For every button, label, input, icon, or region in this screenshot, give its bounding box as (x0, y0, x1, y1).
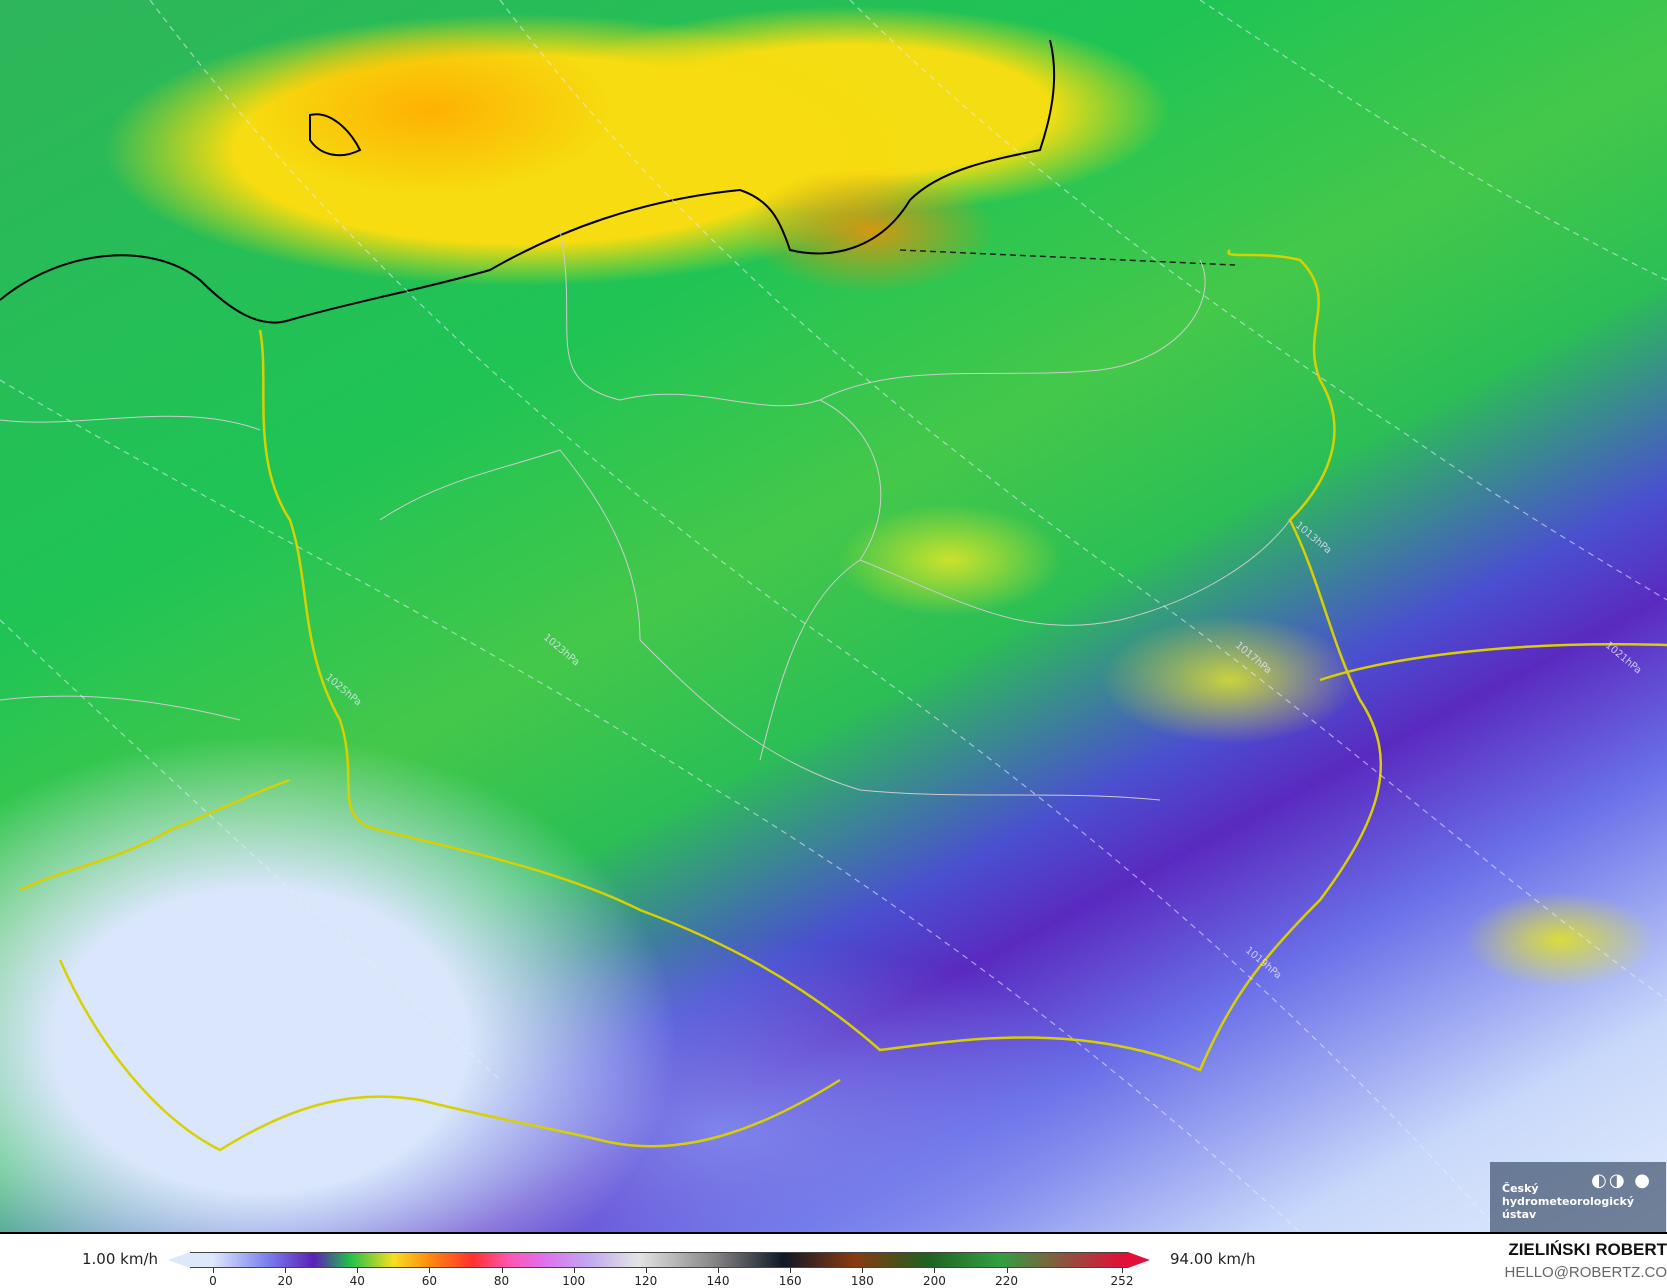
colorbar-tick-label: 80 (493, 1274, 510, 1288)
colorbar-tick (1122, 1268, 1123, 1273)
colorbar-tick-label: 40 (349, 1274, 365, 1288)
colorbar-tick-label: 180 (850, 1274, 874, 1288)
czech-border (19, 778, 841, 1152)
chmi-logo-symbol: ◐◑ ● (1591, 1170, 1652, 1191)
national-borders (19, 249, 1667, 1152)
colorbar-max-arrow (1128, 1252, 1150, 1268)
colorbar-tick-label: 200 (922, 1274, 946, 1288)
colorbar-tick (1006, 1268, 1008, 1273)
colorbar-tick-label: 0 (209, 1274, 217, 1288)
colorbar-tick (501, 1268, 503, 1273)
colorbar-tick-label: 252 (1110, 1274, 1134, 1288)
colorbar-tick (357, 1268, 359, 1273)
map-overlay (0, 0, 1667, 1232)
colorbar-tick-label: 160 (778, 1274, 802, 1288)
baltic-coast (0, 39, 1056, 324)
colorbar-max-label: 94.00 km/h (1170, 1250, 1256, 1268)
chmi-logo: ◐◑ ● Český hydrometeorologický ústav (1490, 1162, 1666, 1232)
wind-speed-map: 1023hPa 1025hPa 1017hPa 1019hPa 1013hPa … (0, 0, 1667, 1234)
author-name: ZIELIŃSKI ROBERT (1508, 1240, 1667, 1259)
colorbar: 1.00 km/h 94.00 km/h 0 20 40 60 80 100 120 140 1… (0, 1234, 1667, 1288)
colorbar-tick-label: 120 (634, 1274, 658, 1288)
colorbar-tick (429, 1268, 431, 1273)
author-email: HELLO@ROBERTZ.CO (1504, 1264, 1667, 1281)
colorbar-tick (645, 1268, 647, 1273)
colorbar-gradient (190, 1252, 1128, 1268)
colorbar-tick (790, 1268, 792, 1273)
colorbar-tick-label: 60 (421, 1274, 438, 1288)
colorbar-min-arrow (168, 1252, 190, 1268)
colorbar-tick (573, 1268, 575, 1273)
isobars (0, 0, 1667, 1232)
belarus-ukraine-border (1319, 642, 1667, 682)
poland-border (258, 249, 1382, 1072)
kaliningrad-border (899, 249, 1236, 266)
island-bornholm (309, 113, 362, 157)
colorbar-tick (862, 1268, 864, 1273)
chmi-logo-text: Český hydrometeorologický ústav (1502, 1182, 1635, 1221)
colorbar-tick (718, 1268, 719, 1273)
colorbar-tick-label: 20 (277, 1274, 293, 1288)
colorbar-tick-label: 100 (562, 1274, 586, 1288)
colorbar-min-label: 1.00 km/h (82, 1250, 159, 1268)
colorbar-tick-label: 220 (995, 1274, 1019, 1288)
regional-borders (0, 229, 1291, 801)
coastline (0, 39, 1056, 324)
colorbar-tick-label: 140 (706, 1274, 730, 1288)
colorbar-tick (213, 1268, 214, 1273)
colorbar-tick (285, 1268, 287, 1273)
colorbar-tick (934, 1268, 936, 1273)
